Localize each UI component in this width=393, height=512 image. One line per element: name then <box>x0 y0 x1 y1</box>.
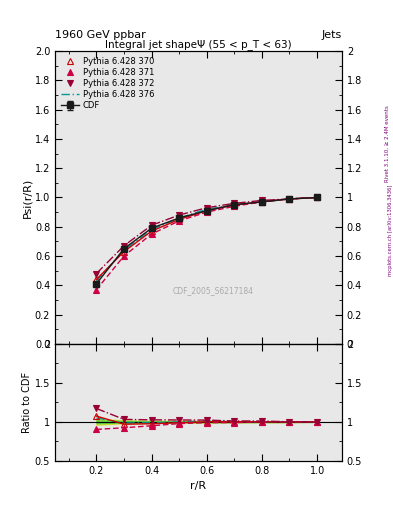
Pythia 6.428 372 <box>94 270 99 276</box>
Pythia 6.428 372 <box>149 222 154 228</box>
Pythia 6.428 370 <box>121 248 126 254</box>
X-axis label: r/R: r/R <box>190 481 207 491</box>
Line: Pythia 6.428 371: Pythia 6.428 371 <box>94 195 320 292</box>
Pythia 6.428 371 <box>177 218 182 224</box>
Text: Jets: Jets <box>321 30 342 40</box>
Pythia 6.428 371 <box>149 231 154 237</box>
Pythia 6.428 371 <box>315 195 320 201</box>
Pythia 6.428 372 <box>259 197 264 203</box>
Pythia 6.428 376 <box>259 199 264 205</box>
Pythia 6.428 371 <box>121 253 126 259</box>
Pythia 6.428 370 <box>149 228 154 234</box>
Text: 1960 GeV ppbar: 1960 GeV ppbar <box>55 30 146 40</box>
Pythia 6.428 372 <box>315 195 320 201</box>
Pythia 6.428 376 <box>177 215 182 221</box>
Pythia 6.428 370 <box>232 202 237 208</box>
Line: Pythia 6.428 376: Pythia 6.428 376 <box>96 198 317 281</box>
Y-axis label: Ratio to CDF: Ratio to CDF <box>22 372 32 433</box>
Text: mcplots.cern.ch [arXiv:1306.3436]: mcplots.cern.ch [arXiv:1306.3436] <box>387 185 393 276</box>
Pythia 6.428 376 <box>149 227 154 233</box>
Pythia 6.428 376 <box>232 202 237 208</box>
Pythia 6.428 376 <box>121 247 126 253</box>
Pythia 6.428 371 <box>232 203 237 209</box>
Y-axis label: Psi(r/R): Psi(r/R) <box>22 177 32 218</box>
Pythia 6.428 370 <box>259 199 264 205</box>
Pythia 6.428 376 <box>315 195 320 201</box>
Legend: Pythia 6.428 370, Pythia 6.428 371, Pythia 6.428 372, Pythia 6.428 376, CDF: Pythia 6.428 370, Pythia 6.428 371, Pyth… <box>59 55 156 112</box>
Line: Pythia 6.428 372: Pythia 6.428 372 <box>94 195 320 276</box>
Pythia 6.428 372 <box>177 212 182 218</box>
Line: Pythia 6.428 370: Pythia 6.428 370 <box>94 195 320 282</box>
Pythia 6.428 370 <box>94 276 99 283</box>
Pythia 6.428 370 <box>315 195 320 201</box>
Pythia 6.428 371 <box>94 287 99 293</box>
Pythia 6.428 372 <box>287 196 292 202</box>
Title: Integral jet shapeΨ (55 < p_T < 63): Integral jet shapeΨ (55 < p_T < 63) <box>105 39 292 50</box>
Pythia 6.428 376 <box>287 196 292 202</box>
Pythia 6.428 371 <box>204 209 209 215</box>
Pythia 6.428 370 <box>204 207 209 214</box>
Pythia 6.428 371 <box>259 199 264 205</box>
Pythia 6.428 372 <box>121 243 126 249</box>
Pythia 6.428 370 <box>287 196 292 202</box>
Pythia 6.428 370 <box>177 217 182 223</box>
Text: CDF_2005_S6217184: CDF_2005_S6217184 <box>172 287 253 295</box>
Pythia 6.428 372 <box>204 205 209 211</box>
Pythia 6.428 372 <box>232 200 237 206</box>
Pythia 6.428 371 <box>287 196 292 202</box>
Pythia 6.428 376 <box>204 206 209 212</box>
Pythia 6.428 376 <box>94 278 99 284</box>
Text: Rivet 3.1.10, ≥ 2.4M events: Rivet 3.1.10, ≥ 2.4M events <box>385 105 390 182</box>
